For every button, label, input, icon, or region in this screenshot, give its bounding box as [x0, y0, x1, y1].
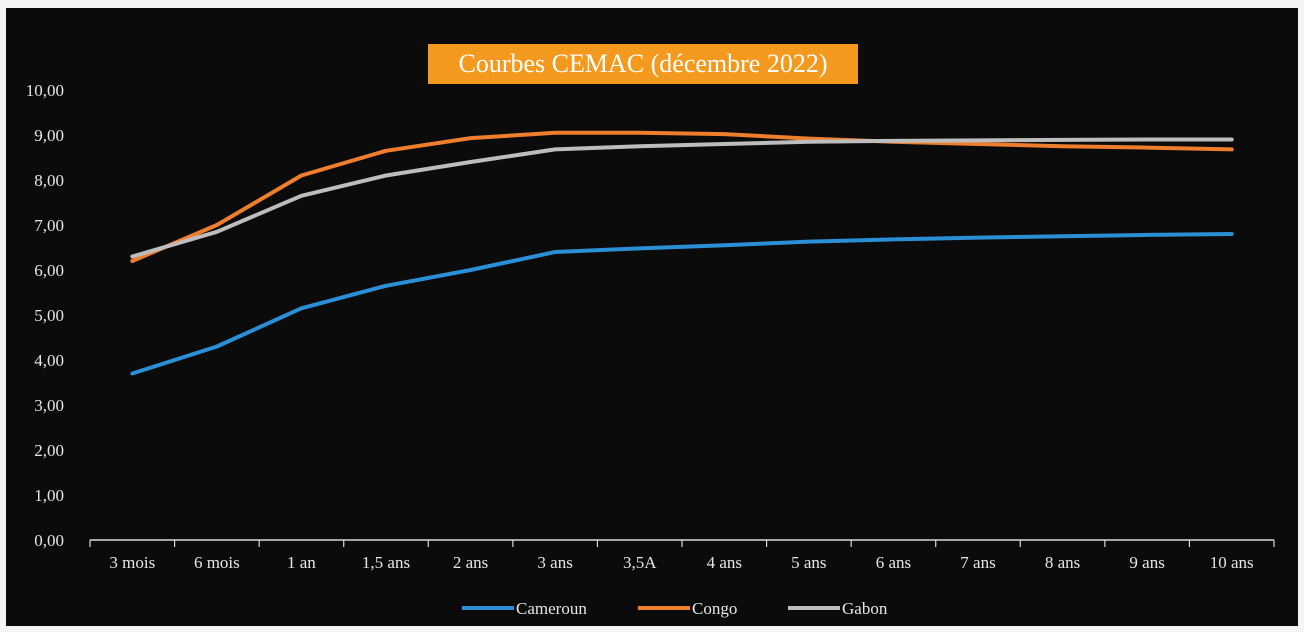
series-line-cameroun	[130, 232, 1234, 376]
y-tick-label: 1,00	[34, 486, 64, 505]
x-tick-label: 1,5 ans	[362, 553, 410, 572]
chart-frame: 0,00 1,00 2,00 3,00 4,00 5,00 6,00 7,00 8,00 9,00…	[6, 8, 1298, 626]
x-tick-label: 10 ans	[1210, 553, 1254, 572]
series-lines	[130, 130, 1234, 376]
x-tick-label: 5 ans	[791, 553, 826, 572]
x-tick-label: 6 ans	[876, 553, 911, 572]
x-tick-label: 3 mois	[109, 553, 155, 572]
y-tick-label: 8,00	[34, 171, 64, 190]
chart-title: Courbes CEMAC (décembre 2022)	[428, 44, 858, 84]
x-tick-label: 4 ans	[707, 553, 742, 572]
y-tick-label: 6,00	[34, 261, 64, 280]
y-axis-ticks: 0,00 1,00 2,00 3,00 4,00 5,00 6,00 7,00 8,00 9,00…	[26, 81, 64, 550]
x-tick-label: 6 mois	[194, 553, 240, 572]
y-tick-label: 3,00	[34, 396, 64, 415]
series-line-congo	[130, 130, 1234, 263]
y-tick-label: 9,00	[34, 126, 64, 145]
y-tick-label: 2,00	[34, 441, 64, 460]
y-tick-label: 7,00	[34, 216, 64, 235]
x-tick-label: 3,5A	[623, 553, 657, 572]
legend: Cameroun Congo Gabon	[462, 599, 888, 618]
x-tick-label: 7 ans	[960, 553, 995, 572]
y-tick-label: 4,00	[34, 351, 64, 370]
x-tick-label: 1 an	[287, 553, 316, 572]
x-tick-label: 2 ans	[453, 553, 488, 572]
x-tick-label: 9 ans	[1129, 553, 1164, 572]
x-axis	[89, 539, 1275, 547]
legend-label: Congo	[692, 599, 737, 618]
x-tick-label: 8 ans	[1045, 553, 1080, 572]
y-tick-label: 10,00	[26, 81, 64, 100]
line-chart: 0,00 1,00 2,00 3,00 4,00 5,00 6,00 7,00 8,00 9,00…	[26, 81, 1275, 618]
y-tick-label: 5,00	[34, 306, 64, 325]
series-line-gabon	[130, 137, 1234, 259]
legend-label: Cameroun	[516, 599, 587, 618]
y-tick-label: 0,00	[34, 531, 64, 550]
x-tick-label: 3 ans	[537, 553, 572, 572]
legend-label: Gabon	[842, 599, 888, 618]
x-axis-ticks: 3 mois 6 mois 1 an 1,5 ans 2 ans 3 ans 3,5A 4 a…	[109, 553, 1253, 572]
